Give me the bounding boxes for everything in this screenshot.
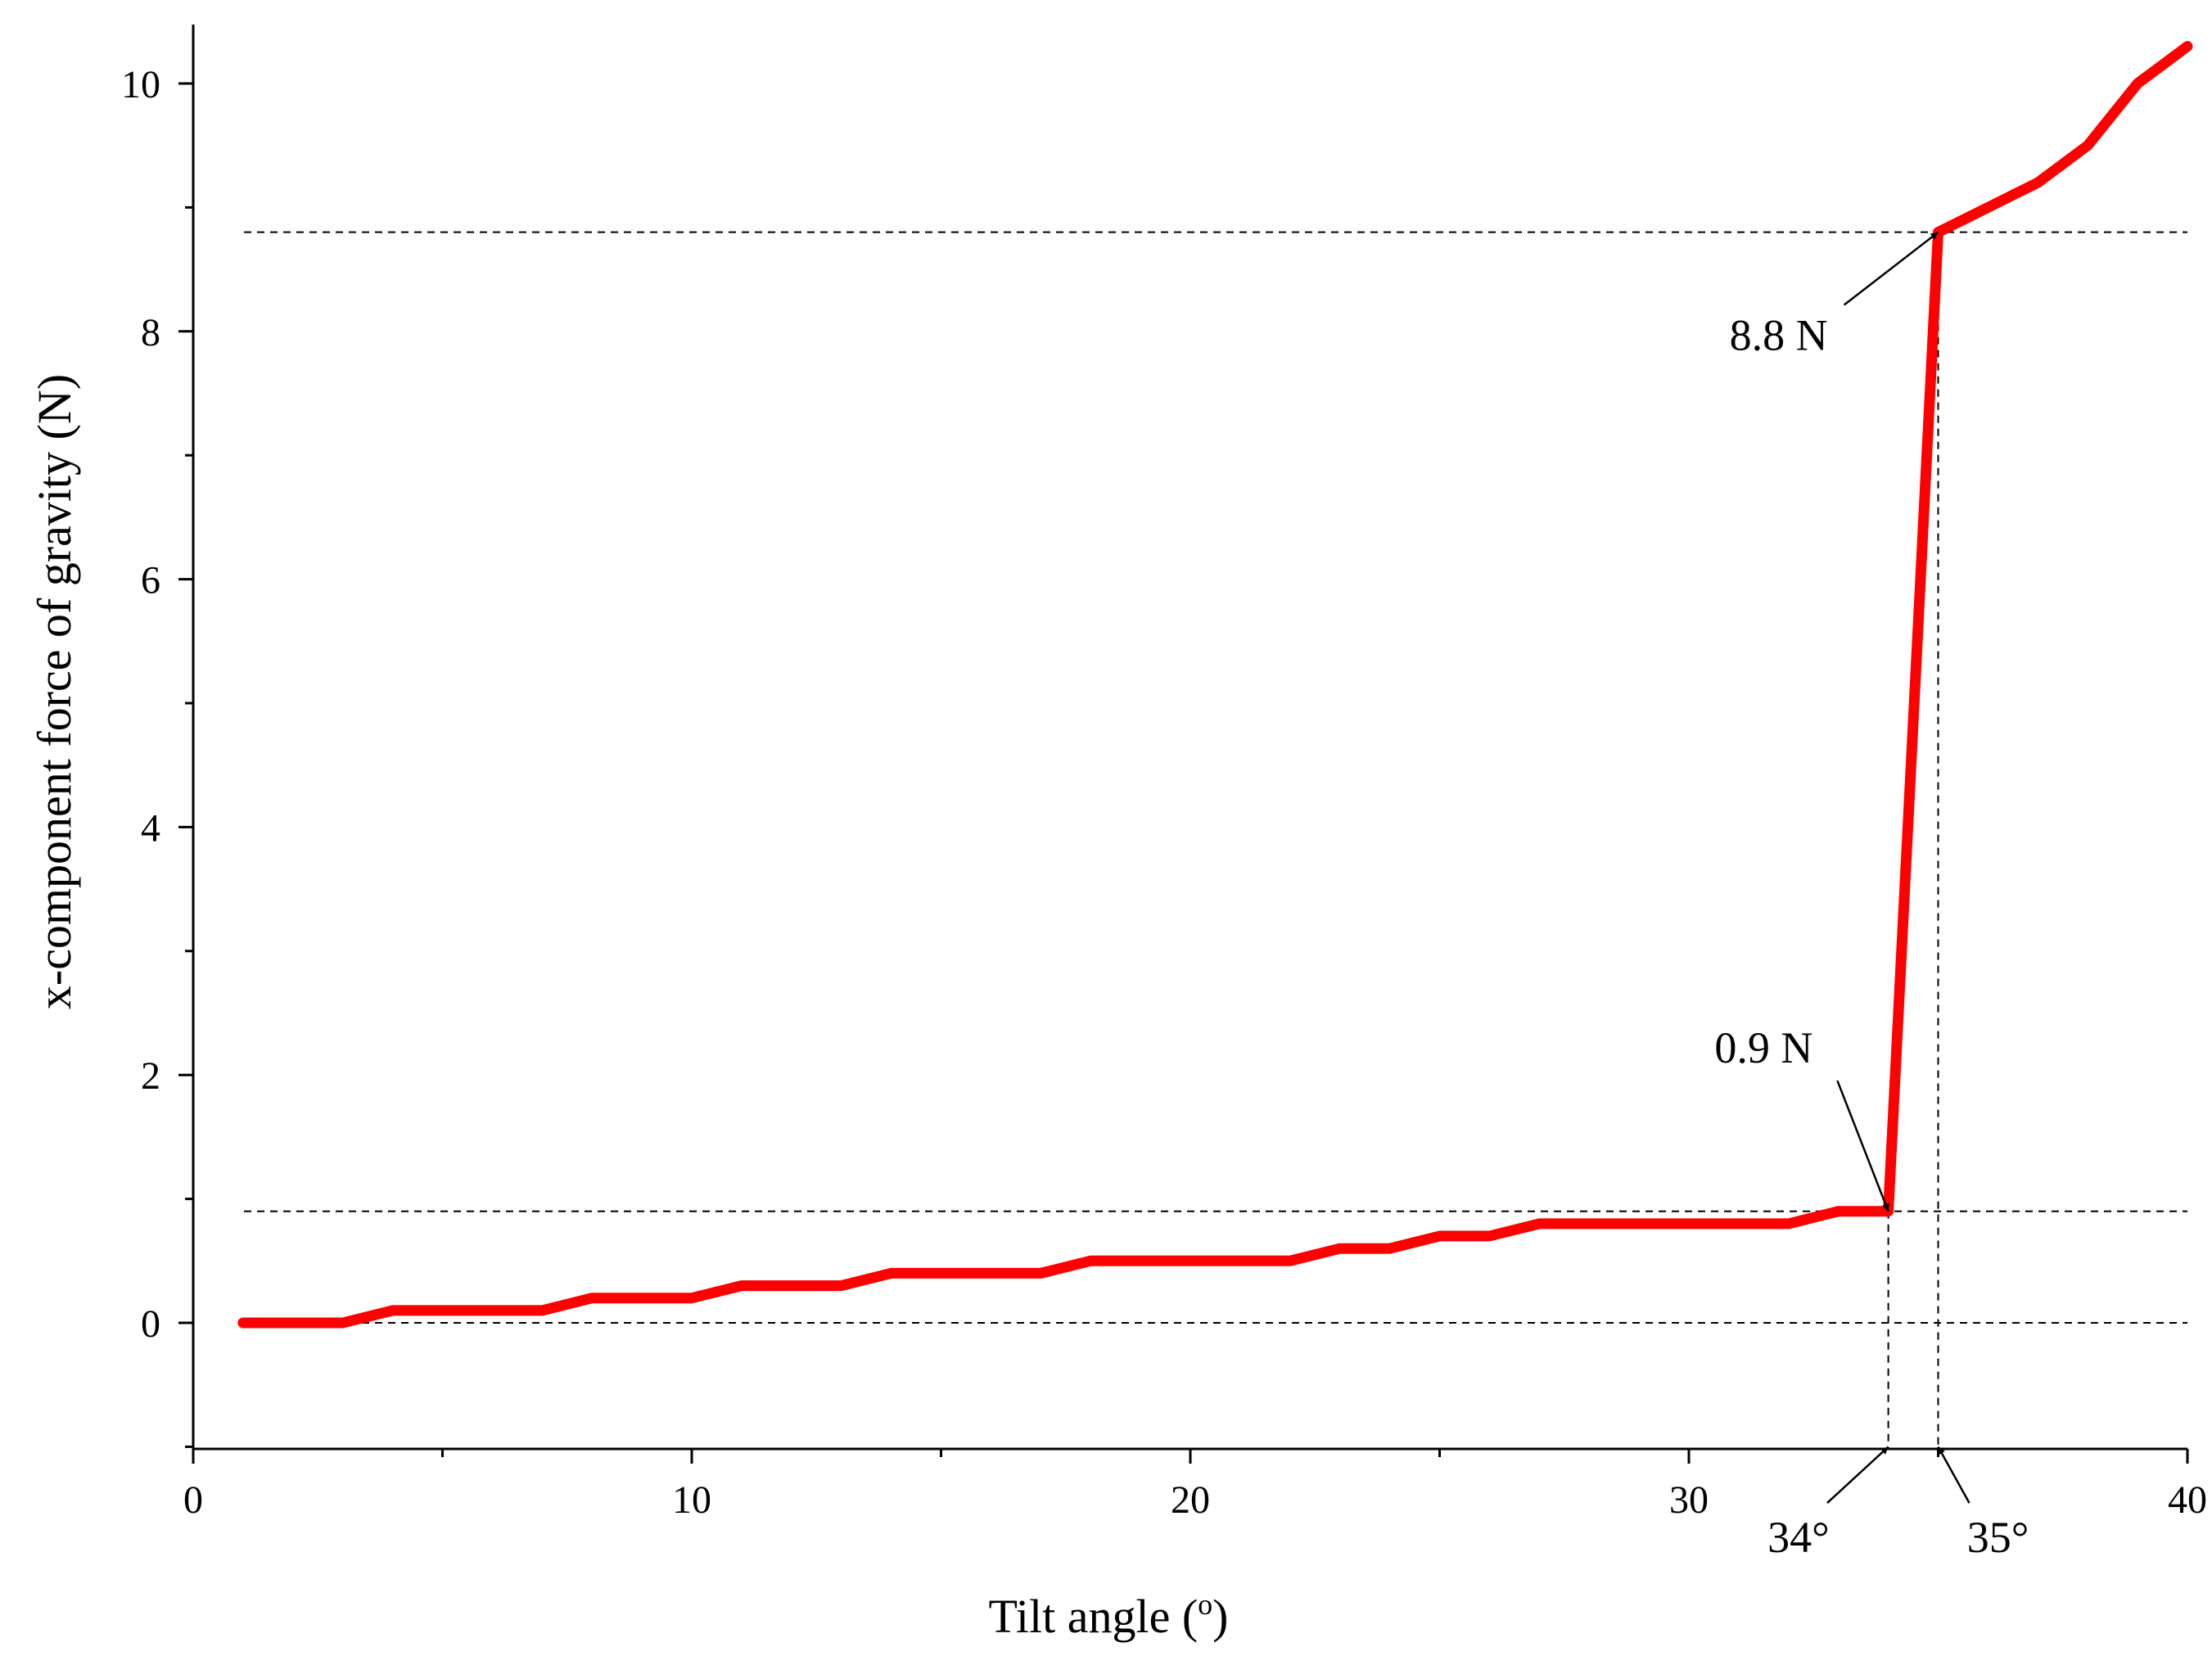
x-tick-label-0: 0 xyxy=(183,1478,203,1522)
y-tick-label-8: 8 xyxy=(141,311,160,354)
annotation-label-angle-35: 35° xyxy=(1967,1513,2029,1562)
y-tick-label-2: 2 xyxy=(141,1054,160,1098)
x-axis-title: Tilt angle (o) xyxy=(989,1588,1229,1643)
x-tick-label-30: 30 xyxy=(1669,1478,1709,1522)
x-axis-title-superscript: o xyxy=(1198,1588,1212,1621)
reference-lines xyxy=(244,231,2187,1449)
x-tick-label-10: 10 xyxy=(672,1478,711,1522)
annotation-arrow-force-8-8 xyxy=(1843,231,1939,306)
y-tick-label-10: 10 xyxy=(121,63,160,106)
y-axis-title: x-component force of gravity (N) xyxy=(28,374,81,1009)
series-line-0 xyxy=(237,41,2193,1329)
x-axis-title-main: Tilt angle ( xyxy=(989,1590,1199,1643)
annotation-label-angle-34: 34° xyxy=(1767,1513,1830,1562)
series-layer xyxy=(237,41,2193,1329)
axes xyxy=(192,25,2187,1451)
x-tick-label-40: 40 xyxy=(2168,1478,2207,1522)
y-tick-label-0: 0 xyxy=(141,1302,160,1346)
annotation-arrow-force-0-9 xyxy=(1836,1080,1889,1212)
y-tick-label-4: 4 xyxy=(141,806,160,850)
annotation-arrow-angle-35 xyxy=(1937,1446,1970,1504)
annotation-arrow-angle-34 xyxy=(1826,1446,1889,1505)
annotation-label-force-8-8: 8.8 N xyxy=(1730,311,1828,360)
x-axis-title-suffix: ) xyxy=(1212,1590,1228,1643)
x-tick-label-20: 20 xyxy=(1171,1478,1210,1522)
annotations: 8.8 N 0.9 N 34° 35° xyxy=(1714,231,2029,1562)
y-tick-label-6: 6 xyxy=(141,559,160,602)
ticks: 0 10 20 30 40 0 2 4 6 8 10 xyxy=(121,63,2207,1522)
annotation-label-force-0-9: 0.9 N xyxy=(1714,1023,1812,1072)
